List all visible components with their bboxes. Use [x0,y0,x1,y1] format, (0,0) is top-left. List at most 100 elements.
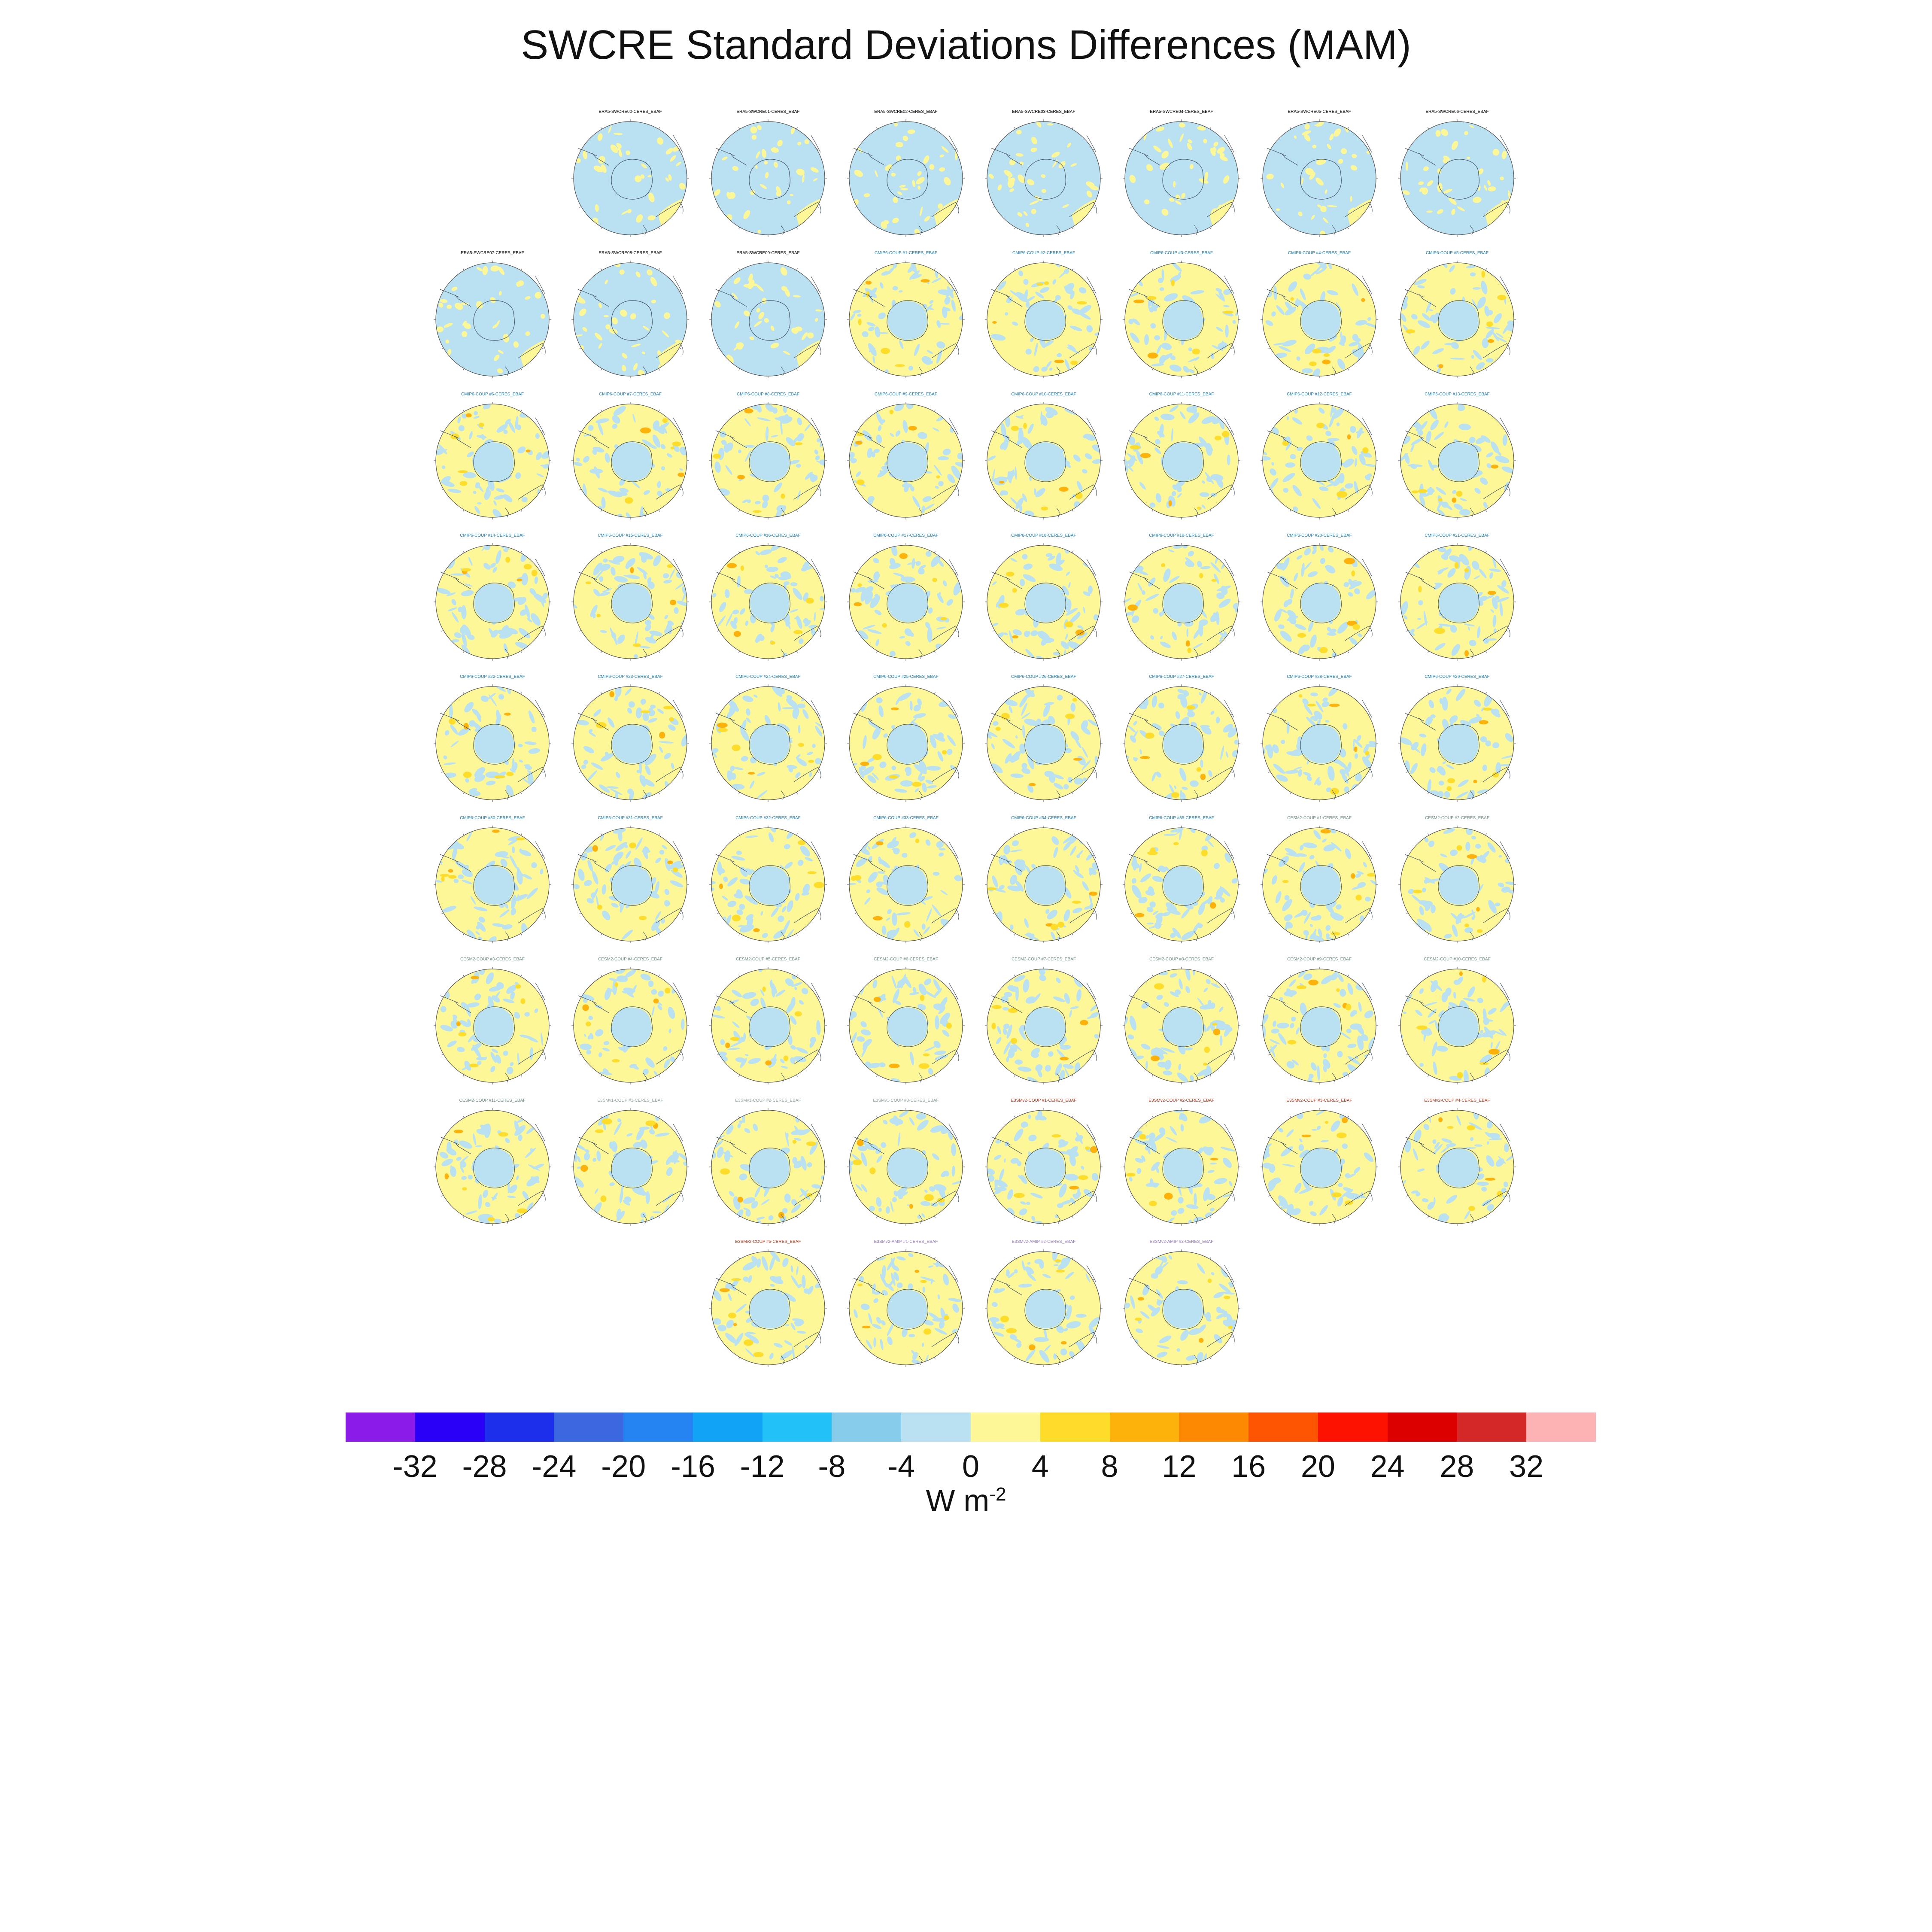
anomaly-patch [1313,830,1321,840]
anomaly-patch-strong [1196,767,1201,772]
anomaly-patch-strong [920,995,925,1001]
longitude-tick [679,714,681,715]
longitude-tick [579,1137,581,1139]
antarctica-coastline [454,718,515,765]
anomaly-patch [940,890,948,896]
anomaly-patch-strong [630,567,634,574]
anomaly-patch [654,881,659,894]
longitude-tick [738,227,740,229]
anomaly-patch [902,420,908,433]
antarctica-coastline [592,435,653,482]
anomaly-patch [614,576,628,583]
anomaly-patch-strong [614,982,619,987]
anomaly-patch-strong [465,413,472,418]
anomaly-patch [1320,206,1327,212]
anomaly-patch [917,185,921,190]
anomaly-patch [892,912,897,926]
anomaly-patch-strong [662,418,668,423]
anomaly-patch-strong [1473,780,1477,784]
antarctica-region [1025,1007,1065,1046]
anomaly-patch [1192,643,1203,649]
continent-outline [1404,841,1510,942]
anomaly-patch [1215,1024,1230,1030]
anomaly-patch [587,1035,592,1040]
anomaly-patch [1490,708,1501,718]
anomaly-patch [585,846,595,853]
anomaly-patch [898,1132,900,1147]
anomaly-patch [1198,692,1202,696]
anomaly-patch-strong [1447,778,1455,784]
anomaly-patch [442,465,446,469]
longitude-tick [1428,551,1429,553]
longitude-tick [441,996,444,998]
anomaly-patch [869,1206,875,1211]
anomaly-patch [1067,344,1076,350]
anomaly-patch [1296,1027,1300,1035]
anomaly-patch [1225,325,1229,338]
anomaly-patch [1407,629,1415,636]
anomaly-patch [1476,626,1481,638]
anomaly-patch [1217,147,1225,154]
anomaly-patch [1330,912,1343,921]
anomaly-patch [990,334,1006,341]
continent-outline [1267,559,1373,659]
anomaly-patch [597,133,603,141]
anomaly-patch [1184,1047,1193,1051]
anomaly-patch [1419,733,1427,738]
anomaly-patch [1451,209,1455,215]
anomaly-patch [1494,708,1500,714]
anomaly-patch [1276,208,1280,211]
anomaly-patch [1074,778,1083,785]
anomaly-patch [1419,187,1424,192]
anomaly-patch [724,589,730,598]
anomaly-patch [617,145,622,154]
anomaly-patch [893,197,898,203]
anomaly-patch [1041,640,1047,646]
anomaly-patch [926,766,941,771]
anomaly-patch [1473,700,1481,707]
anomaly-patch [1210,613,1219,622]
anomaly-patch [800,1156,807,1171]
anomaly-patch [1270,478,1279,489]
antarctica-region [1301,866,1341,905]
anomaly-patch [1427,779,1432,793]
polar-map [709,826,827,943]
anomaly-patch [922,1150,926,1155]
polar-map [1398,261,1516,378]
anomaly-patch [1084,1189,1093,1197]
anomaly-patch-strong [1069,1186,1079,1190]
anomaly-patch [517,446,526,454]
anomaly-patch [1159,355,1166,364]
anomaly-patch [1269,1179,1282,1185]
anomaly-patch [522,496,528,503]
anomaly-patch [595,204,599,212]
anomaly-patch [1319,486,1329,491]
anomaly-patch [849,452,855,458]
anomaly-patch-strong [1171,279,1175,286]
anomaly-patch [525,765,532,770]
anomaly-patch [1492,614,1497,628]
anomaly-patch [1270,468,1276,476]
anomaly-patch [762,501,768,508]
anomaly-patch [462,413,467,419]
anomaly-patch-strong [1164,1193,1173,1200]
longitude-tick [463,692,465,694]
anomaly-patch [1282,473,1295,482]
anomaly-patch [1345,848,1352,859]
anomaly-patch [865,1143,878,1151]
anomaly-patch [795,326,802,331]
anomaly-patch [745,1209,751,1217]
anomaly-patch-strong [778,1212,784,1218]
anomaly-patch [1064,269,1069,274]
anomaly-patch-strong [814,882,824,888]
anomaly-patch [668,174,672,181]
anomaly-patch [1008,1049,1015,1058]
anomaly-patch [1354,753,1358,759]
anomaly-patch [1058,1139,1065,1145]
anomaly-patch-strong [733,631,741,637]
anomaly-patch-strong [727,563,737,568]
anomaly-patch [1269,1163,1276,1173]
anomaly-patch [1358,1002,1362,1012]
longitude-tick [993,572,995,574]
anomaly-patch [664,312,670,319]
